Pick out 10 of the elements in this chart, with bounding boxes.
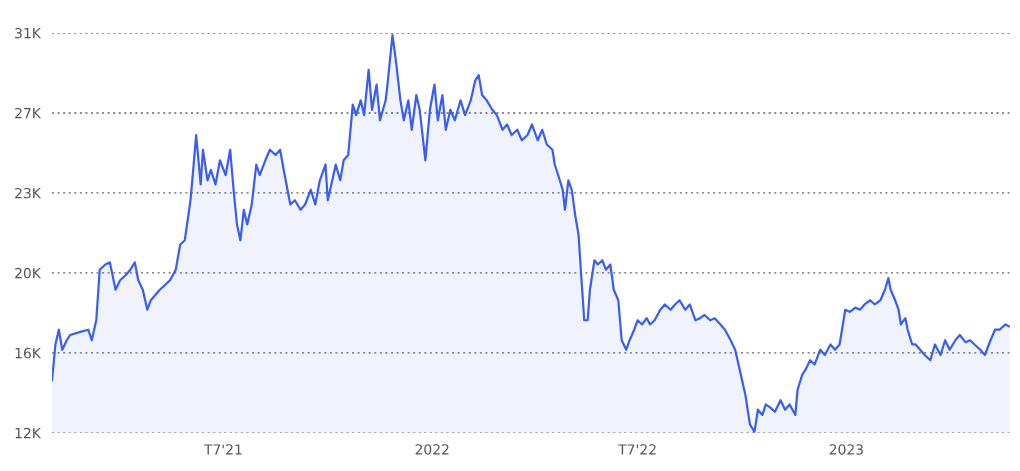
y-tick-label: 16K <box>15 347 42 359</box>
x-tick-label: T7'21 <box>203 444 242 455</box>
y-tick-label: 23K <box>15 187 42 199</box>
x-tick-label: 2023 <box>829 444 863 455</box>
x-tick-label: T7'22 <box>618 444 656 455</box>
y-tick-label: 20K <box>15 267 42 279</box>
y-tick-label: 12K <box>15 427 42 439</box>
y-tick-label: 27K <box>15 107 42 119</box>
x-tick-label: 2022 <box>415 444 449 455</box>
y-tick-label: 31K <box>15 27 42 39</box>
